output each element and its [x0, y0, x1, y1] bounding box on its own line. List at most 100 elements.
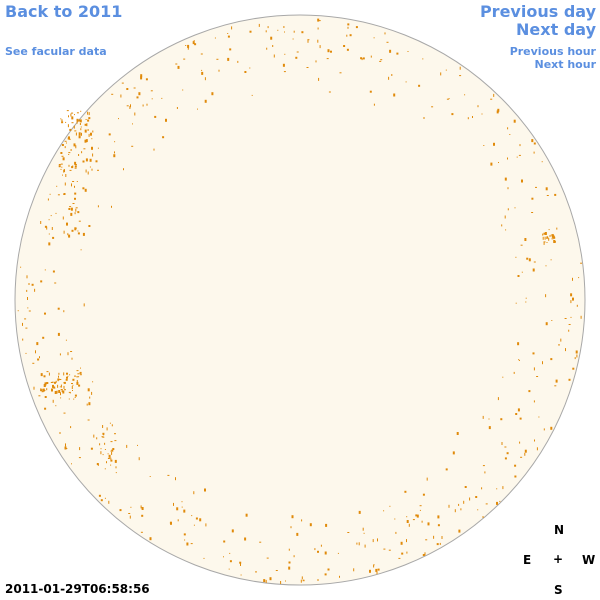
facula-dot	[227, 57, 230, 61]
facula-dot	[303, 579, 305, 581]
facula-dot	[83, 303, 85, 307]
facula-dot	[258, 23, 260, 27]
facula-dot	[356, 542, 358, 545]
solar-disk	[14, 14, 586, 586]
facula-dot	[88, 117, 91, 120]
facula-dot	[102, 425, 104, 428]
facula-dot	[405, 81, 407, 83]
facula-dot	[52, 236, 55, 239]
facula-dot	[554, 385, 557, 387]
facula-dot	[418, 84, 421, 87]
facula-dot	[40, 221, 42, 224]
facula-dot	[70, 426, 72, 429]
facula-dot	[64, 389, 66, 391]
facula-dot	[68, 208, 71, 210]
facula-dot	[61, 155, 64, 157]
facula-dot	[70, 113, 72, 117]
facula-dot	[82, 187, 85, 190]
facula-dot	[36, 342, 39, 346]
facula-dot	[65, 339, 67, 341]
facula-dot	[66, 142, 67, 144]
facula-dot	[181, 506, 183, 508]
previous-day-link[interactable]: Previous day	[479, 2, 596, 21]
facula-dot	[472, 116, 473, 118]
facula-dot	[79, 119, 82, 123]
facula-dot	[541, 161, 543, 163]
facula-dot	[33, 386, 35, 390]
facula-dot	[165, 118, 167, 122]
facula-dot	[484, 471, 486, 474]
facula-dot	[518, 359, 520, 361]
facula-dot	[291, 515, 294, 519]
compass-south-label: S	[554, 583, 563, 597]
facula-dot	[296, 51, 299, 53]
facula-dot	[317, 39, 319, 43]
facula-dot	[493, 93, 495, 97]
facula-dot	[545, 322, 548, 326]
facula-dot	[74, 114, 75, 116]
facula-dot	[377, 538, 378, 542]
facula-dot	[358, 542, 360, 546]
facula-dot	[572, 367, 575, 370]
facula-dot	[355, 26, 358, 29]
back-to-year-link[interactable]: Back to 2011	[5, 2, 123, 21]
facula-dot	[477, 509, 479, 511]
facula-dot	[71, 386, 73, 389]
facula-dot	[71, 183, 72, 187]
facula-dot	[507, 157, 508, 160]
facula-dot	[84, 123, 87, 126]
facula-dot	[84, 188, 87, 192]
facula-dot	[71, 116, 74, 120]
facula-dot	[300, 579, 302, 583]
facula-dot	[400, 541, 403, 545]
facula-dot	[53, 386, 56, 389]
facula-dot	[576, 304, 578, 307]
facula-dot	[288, 566, 291, 570]
facula-dot	[64, 182, 66, 186]
facula-dot	[404, 490, 407, 493]
see-facular-data-link[interactable]: See facular data	[5, 45, 107, 58]
facula-dot	[60, 119, 63, 121]
facula-dot	[90, 132, 92, 136]
facula-dot	[140, 76, 143, 80]
facula-dot	[293, 30, 295, 33]
facula-dot	[84, 139, 87, 143]
facula-dot	[555, 379, 558, 383]
facula-dot	[533, 142, 536, 145]
facula-dot	[542, 233, 544, 236]
facula-dot	[197, 108, 198, 110]
facula-dot	[546, 195, 549, 196]
facula-dot	[394, 518, 396, 520]
next-hour-link[interactable]: Next hour	[534, 58, 597, 71]
facula-dot	[187, 44, 190, 48]
facula-dot	[80, 126, 82, 128]
facula-dot	[398, 557, 401, 559]
facula-dot	[114, 433, 116, 435]
facula-dot	[384, 32, 386, 35]
facula-dot	[44, 382, 47, 386]
facula-dot	[513, 371, 515, 374]
facula-dot	[228, 568, 230, 570]
facula-dot	[48, 233, 50, 235]
facula-dot	[201, 69, 203, 71]
facula-dot	[121, 82, 124, 84]
facula-dot	[565, 348, 566, 352]
facula-dot	[448, 98, 450, 100]
next-day-link[interactable]: Next day	[516, 20, 596, 39]
facula-dot	[145, 78, 148, 81]
previous-hour-link[interactable]: Previous hour	[509, 45, 596, 58]
facula-dot	[524, 238, 527, 241]
facula-dot	[74, 161, 77, 165]
facula-dot	[314, 548, 316, 551]
observation-timestamp: 2011-01-29T06:58:56	[5, 582, 150, 596]
facula-dot	[509, 134, 511, 135]
facula-dot	[505, 229, 507, 231]
facula-dot	[72, 384, 74, 386]
facula-dot	[266, 557, 269, 559]
facula-dot	[284, 31, 285, 33]
facula-dot	[76, 118, 79, 122]
facula-dot	[317, 579, 319, 581]
facula-dot	[551, 234, 554, 238]
facula-dot	[68, 152, 71, 154]
facula-dot	[551, 320, 553, 321]
